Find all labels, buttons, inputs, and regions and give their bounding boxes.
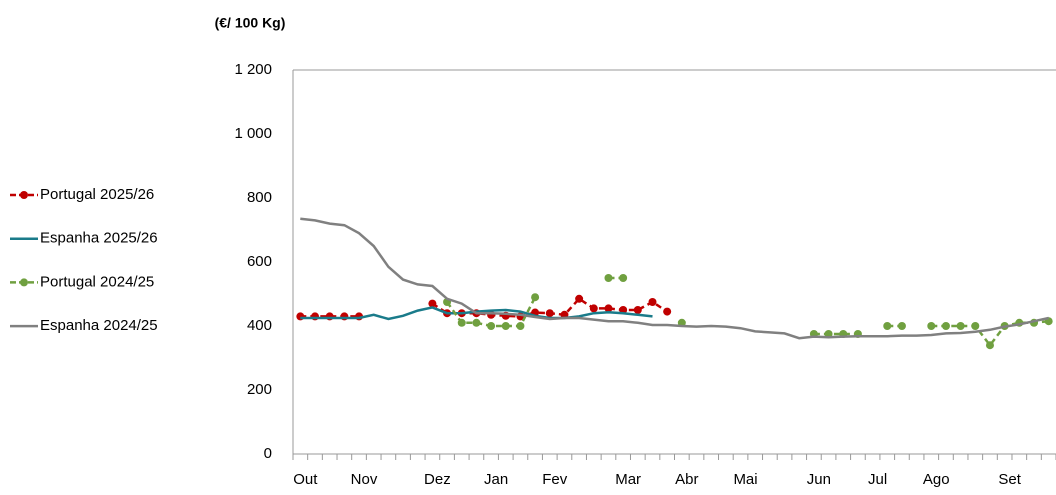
series-line [300, 306, 653, 321]
x-tick-label: Mar [615, 471, 641, 488]
data-point [472, 318, 481, 327]
data-point [619, 274, 628, 282]
x-tick-label: Abr [675, 471, 698, 488]
data-point [897, 322, 906, 330]
data-point [633, 306, 642, 314]
legend-label: Portugal 2025/26 [40, 186, 154, 203]
data-point [956, 322, 965, 330]
x-tick-label: Set [998, 471, 1021, 488]
x-tick-label: Mai [733, 471, 757, 488]
y-tick-label: 600 [247, 253, 272, 270]
y-tick-label: 200 [247, 381, 272, 398]
y-tick-label: 1 200 [234, 61, 272, 78]
data-point [516, 322, 525, 330]
x-tick-label: Jul [868, 471, 887, 488]
data-point [428, 299, 437, 308]
legend-label: Espanha 2025/26 [40, 230, 158, 247]
data-point [971, 322, 980, 330]
y-tick-label: 400 [247, 317, 272, 334]
data-point [985, 341, 994, 350]
data-point [941, 322, 950, 330]
y-tick-label: 800 [247, 189, 272, 206]
x-tick-label: Ago [923, 471, 950, 488]
x-tick-label: Jun [807, 471, 831, 488]
data-point [501, 322, 510, 330]
data-point [604, 304, 613, 313]
y-axis-label: (€/ 100 Kg) [215, 15, 286, 31]
x-tick-label: Out [293, 471, 318, 488]
data-point [927, 322, 936, 330]
data-point [648, 298, 657, 306]
data-point [575, 294, 584, 303]
y-tick-label: 1 000 [234, 125, 272, 142]
legend-marker [20, 191, 28, 199]
series-line [300, 217, 1049, 340]
y-tick-label: 0 [264, 445, 272, 462]
data-point [589, 304, 598, 313]
data-point [457, 318, 466, 327]
data-point [663, 307, 672, 316]
legend-label: Portugal 2024/25 [40, 273, 154, 290]
data-point [487, 322, 496, 330]
data-point [883, 322, 892, 330]
legend-label: Espanha 2024/25 [40, 317, 158, 334]
legend-marker [20, 278, 28, 287]
x-tick-label: Dez [424, 471, 451, 488]
x-tick-label: Jan [484, 471, 508, 488]
x-tick-label: Nov [351, 471, 378, 488]
data-point [545, 309, 554, 318]
data-point [604, 274, 613, 282]
data-point [531, 293, 540, 302]
x-tick-label: Fev [542, 471, 568, 488]
